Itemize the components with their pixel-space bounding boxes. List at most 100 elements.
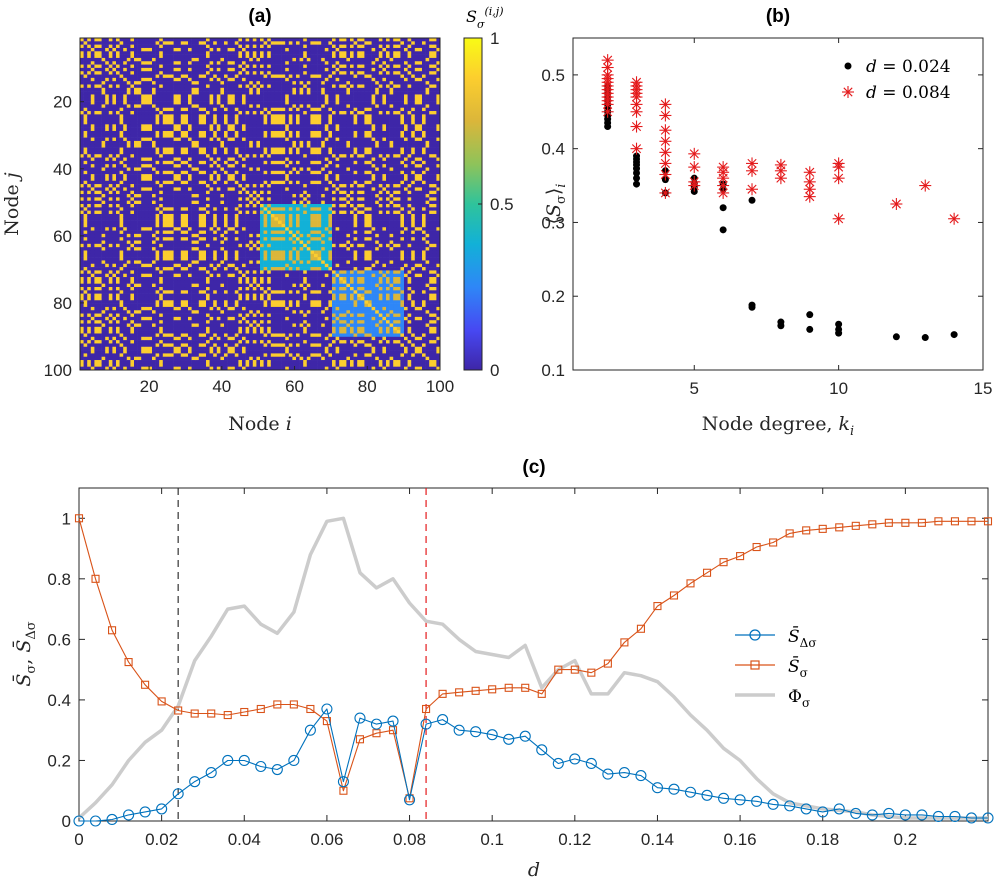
heatmap-cell	[198, 223, 203, 228]
heatmap-cell	[148, 187, 153, 192]
heatmap-cell	[87, 81, 92, 85]
heatmap-cell	[80, 353, 84, 358]
heatmap-cell	[137, 230, 142, 235]
heatmap-cell	[256, 67, 261, 72]
heatmap-cell	[252, 350, 257, 354]
heatmap-cell	[256, 170, 261, 175]
heatmap-cell	[238, 243, 243, 248]
heatmap-cell	[94, 147, 99, 152]
heatmap-cell	[166, 187, 171, 192]
heatmap-cell	[252, 57, 257, 62]
heatmap-cell	[155, 340, 160, 344]
heatmap-cell	[249, 164, 254, 168]
heatmap-cell	[119, 217, 124, 221]
heatmap-cell	[130, 346, 135, 351]
heatmap-cell	[105, 273, 110, 278]
heatmap-cell	[206, 38, 210, 42]
heatmap-cell	[130, 310, 135, 314]
heatmap-cell	[119, 213, 124, 218]
heatmap-cell	[209, 270, 214, 275]
heatmap-cell	[90, 250, 95, 255]
heatmap-cell	[216, 44, 221, 49]
heatmap-cell	[80, 270, 84, 275]
heatmap-cell	[231, 51, 236, 55]
heatmap-cell	[180, 333, 185, 338]
heatmap-cell	[188, 41, 192, 45]
heatmap-cell	[116, 323, 120, 328]
heatmap-cell	[256, 91, 261, 95]
heatmap-cell	[231, 263, 236, 268]
heatmap-cell	[94, 287, 99, 291]
heatmap-cell	[188, 177, 192, 182]
heatmap-cell	[184, 306, 189, 311]
heatmap-cell	[242, 223, 246, 228]
heatmap-cell	[227, 250, 232, 255]
heatmap-cell	[195, 81, 200, 85]
heatmap-cell	[242, 213, 246, 218]
heatmap-cell	[195, 240, 200, 245]
heatmap-cell	[116, 77, 120, 82]
heatmap-cell	[162, 101, 167, 105]
heatmap-cell	[249, 223, 254, 228]
heatmap-cell	[80, 333, 84, 338]
heatmap-cell	[101, 283, 106, 288]
heatmap-cell	[166, 290, 171, 294]
heatmap-cell	[209, 207, 214, 211]
heatmap-cell	[245, 243, 250, 248]
heatmap-cell	[148, 333, 153, 338]
heatmap-cell	[234, 306, 239, 311]
heatmap-cell	[177, 180, 182, 185]
heatmap-cell	[242, 366, 246, 371]
heatmap-cell	[234, 180, 239, 185]
heatmap-cell	[231, 253, 236, 258]
heatmap-cell	[170, 61, 174, 65]
heatmap-cell	[213, 51, 218, 55]
heatmap-cell	[119, 71, 124, 75]
heatmap-cell	[80, 204, 84, 208]
heatmap-cell	[137, 164, 142, 168]
heatmap-cell	[170, 290, 174, 294]
heatmap-cell	[116, 81, 120, 85]
heatmap-cell	[213, 233, 218, 238]
heatmap-cell	[126, 326, 131, 331]
heatmap-cell	[227, 160, 232, 165]
heatmap-cell	[144, 57, 149, 62]
heatmap-cell	[152, 336, 156, 341]
heatmap-cell	[206, 316, 210, 321]
heatmap-cell	[108, 360, 113, 364]
heatmap-cell	[80, 300, 84, 304]
heatmap-cell	[195, 44, 200, 49]
heatmap-cell	[198, 51, 203, 55]
heatmap-cell	[90, 77, 95, 82]
heatmap-cell	[94, 296, 99, 301]
heatmap-cell	[80, 283, 84, 288]
heatmap-cell	[162, 257, 167, 261]
heatmap-cell	[177, 44, 182, 49]
heatmap-cell	[173, 121, 178, 125]
heatmap-cell	[123, 237, 128, 241]
heatmap-cell	[191, 283, 196, 288]
heatmap-cell	[191, 346, 196, 351]
heatmap-cell	[213, 253, 218, 258]
heatmap-cell	[137, 363, 142, 367]
heatmap-cell	[134, 81, 138, 85]
heatmap-cell	[177, 283, 182, 288]
heatmap-cell	[130, 336, 135, 341]
heatmap-cell	[231, 190, 236, 195]
heatmap-cell	[87, 207, 92, 211]
heatmap-cell	[144, 336, 149, 341]
heatmap-cell	[206, 243, 210, 248]
heatmap-cell	[162, 290, 167, 294]
heatmap-cell	[155, 250, 160, 255]
heatmap-cell	[105, 330, 110, 334]
heatmap-cell	[87, 257, 92, 261]
heatmap-cell	[98, 336, 102, 341]
heatmap-cell	[112, 104, 117, 109]
heatmap-cell	[195, 303, 200, 308]
heatmap-cell	[80, 97, 84, 102]
heatmap-cell	[216, 38, 221, 42]
heatmap-cell	[188, 44, 192, 49]
heatmap-cell	[130, 97, 135, 102]
heatmap-cell	[220, 101, 225, 105]
heatmap-cell	[195, 150, 200, 155]
